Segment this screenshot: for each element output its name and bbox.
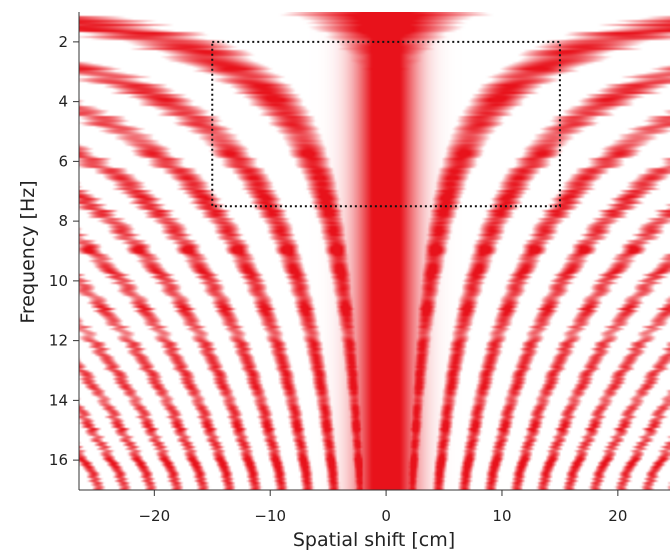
y-tick-label: 12 [49,332,68,350]
y-tick-label: 8 [58,212,68,230]
heatmap-image [79,12,670,490]
y-axis-label: Frequency [Hz] [17,180,39,323]
y-tick-label: 2 [58,33,68,51]
annotation-box [211,40,561,208]
y-tick-label: 14 [49,391,68,409]
x-tick-label: −10 [254,507,286,525]
plot-area [79,12,670,490]
y-tick-label: 6 [58,152,68,170]
x-ticks: −20 −10 0 10 20 [138,490,627,525]
x-tick-label: 20 [608,507,627,525]
x-tick-label: 10 [492,507,511,525]
x-tick-label: 0 [381,507,391,525]
y-tick-label: 16 [49,451,68,469]
y-tick-label: 4 [58,93,68,111]
x-tick-label: −20 [138,507,170,525]
y-tick-label: 10 [49,272,68,290]
y-ticks: 2 4 6 8 10 12 14 16 [49,33,79,469]
x-axis-label: Spatial shift [cm] [293,529,455,551]
